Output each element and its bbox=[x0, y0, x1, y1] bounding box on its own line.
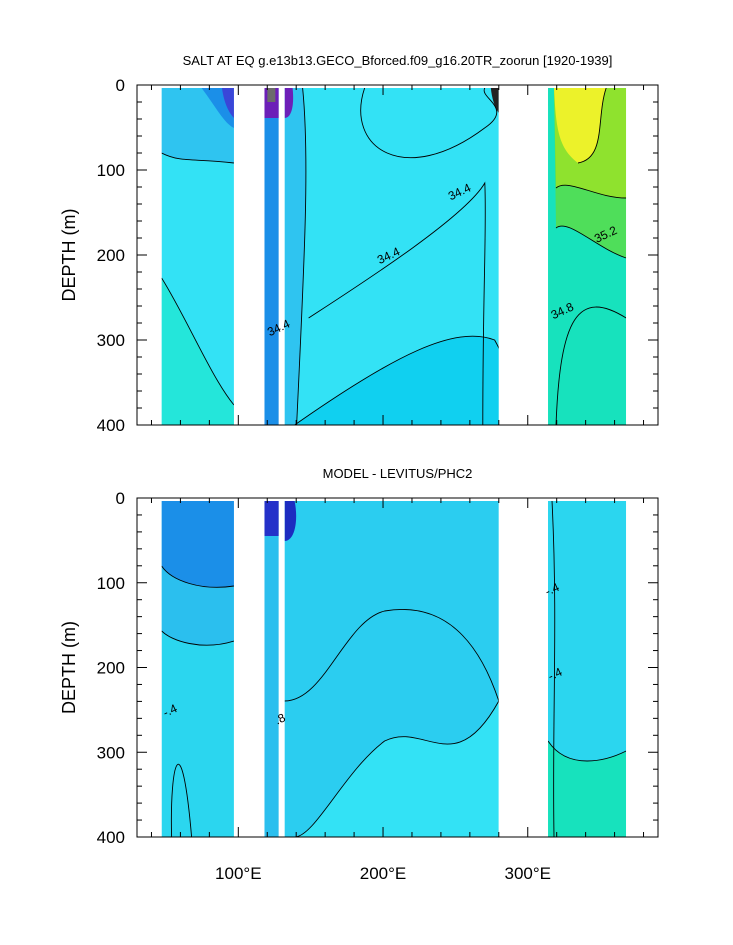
contour-line bbox=[161, 277, 235, 406]
contour-line bbox=[284, 609, 500, 702]
fill-region bbox=[490, 88, 499, 113]
y-tick-label: 200 bbox=[97, 246, 125, 265]
fill-region bbox=[161, 501, 234, 588]
land-mask bbox=[233, 498, 265, 837]
contour-line bbox=[296, 88, 307, 425]
chart-title: MODEL - LEVITUS/PHC2 bbox=[323, 466, 473, 481]
land-mask bbox=[278, 85, 285, 425]
contour-line bbox=[555, 306, 627, 425]
fill-region bbox=[284, 501, 297, 541]
land-mask bbox=[498, 498, 549, 837]
fill-region bbox=[548, 501, 627, 761]
land-mask bbox=[278, 498, 285, 837]
fill-region bbox=[284, 88, 306, 425]
fill-region bbox=[284, 501, 499, 837]
fill-region bbox=[294, 336, 517, 425]
contour-line bbox=[170, 763, 193, 837]
land-mask bbox=[498, 85, 549, 425]
contour-line bbox=[577, 88, 607, 164]
y-axis-label: DEPTH (m) bbox=[59, 621, 79, 714]
chart-title: SALT AT EQ g.e13b13.GECO_Bforced.f09_g16… bbox=[183, 53, 613, 68]
y-tick-label: 200 bbox=[97, 659, 125, 678]
y-axis-label: DEPTH (m) bbox=[59, 209, 79, 302]
x-tick-label: 200°E bbox=[360, 864, 407, 883]
x-axis bbox=[150, 85, 645, 425]
fill-region bbox=[554, 88, 607, 163]
contour-line bbox=[360, 88, 498, 158]
fill-region bbox=[264, 501, 279, 536]
contour-line bbox=[308, 181, 486, 425]
fill-region bbox=[264, 501, 279, 837]
contour-line bbox=[294, 700, 500, 837]
land-mask bbox=[233, 85, 265, 425]
x-axis: 100°E 200°E 300°E bbox=[150, 498, 645, 883]
contour-fills bbox=[161, 501, 627, 837]
y-tick-label: 300 bbox=[97, 331, 125, 350]
contour-label: -.4 bbox=[161, 701, 180, 720]
y-tick-label: 100 bbox=[97, 161, 125, 180]
x-tick-label: 100°E bbox=[215, 864, 262, 883]
contour-line bbox=[161, 630, 235, 646]
y-axis: 0 100 200 300 400 bbox=[97, 76, 658, 435]
contour-fills bbox=[161, 88, 627, 425]
contour-line bbox=[547, 740, 627, 762]
y-tick-label: 0 bbox=[116, 489, 125, 508]
fill-region bbox=[221, 88, 234, 118]
contour-label: -.4 bbox=[543, 580, 562, 599]
y-tick-label: 400 bbox=[97, 416, 125, 435]
contour-line bbox=[555, 184, 627, 199]
contour-lines bbox=[161, 501, 627, 837]
contour-line bbox=[551, 501, 556, 837]
y-tick-label: 0 bbox=[116, 76, 125, 95]
contour-line bbox=[555, 225, 627, 259]
y-axis: 0 100 200 300 400 bbox=[97, 489, 658, 847]
contour-label: -.4 bbox=[546, 665, 565, 684]
contour-line bbox=[161, 565, 235, 588]
fill-region bbox=[264, 88, 279, 425]
y-tick-label: 300 bbox=[97, 743, 125, 762]
fill-region bbox=[284, 88, 294, 118]
y-tick-label: 100 bbox=[97, 574, 125, 593]
contour-line bbox=[161, 152, 235, 164]
fill-region bbox=[267, 88, 276, 102]
y-tick-label: 400 bbox=[97, 828, 125, 847]
x-tick-label: 300°E bbox=[504, 864, 551, 883]
fill-region bbox=[161, 278, 234, 425]
